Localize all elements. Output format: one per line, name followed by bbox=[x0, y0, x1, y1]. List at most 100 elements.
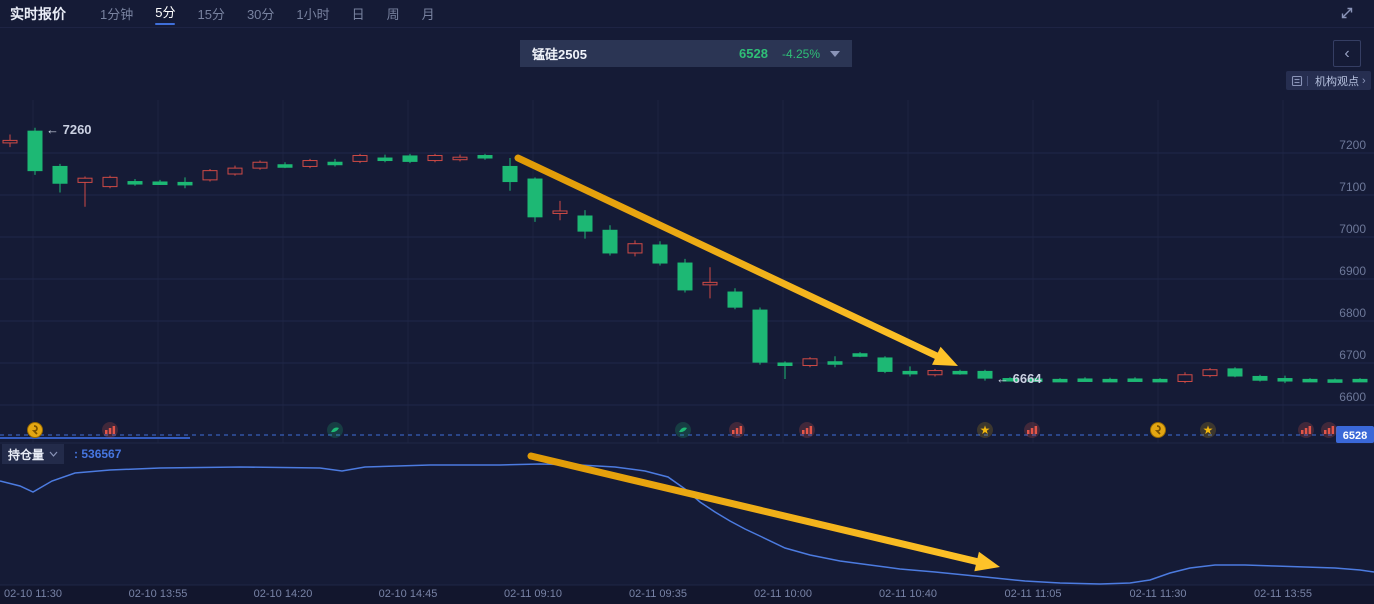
candle-body bbox=[202, 170, 218, 181]
candle-body bbox=[427, 155, 443, 162]
event-marker-leaf[interactable] bbox=[327, 422, 343, 438]
candle-body bbox=[377, 157, 393, 162]
page-title: 实时报价 bbox=[10, 5, 66, 22]
tab-1min[interactable]: 1分钟 bbox=[100, 7, 134, 22]
x-axis-label: 02-11 11:30 bbox=[1129, 588, 1186, 600]
tab-1hour[interactable]: 1小时 bbox=[296, 7, 330, 22]
x-axis-label: 02-11 09:35 bbox=[629, 588, 687, 600]
x-axis-label: 02-10 14:20 bbox=[254, 588, 313, 600]
candle-body bbox=[402, 155, 418, 162]
indicator-label: 持仓量 bbox=[8, 447, 45, 462]
x-axis-label: 02-11 09:10 bbox=[504, 588, 562, 600]
candle-body bbox=[52, 165, 68, 184]
candle-body bbox=[802, 358, 818, 367]
candle-body bbox=[1052, 378, 1068, 383]
candle-body bbox=[477, 155, 493, 159]
event-marker-coin[interactable] bbox=[27, 422, 43, 438]
x-axis-label: 02-11 10:40 bbox=[879, 588, 937, 600]
candle-body bbox=[627, 243, 643, 254]
contract-name: 锰硅2505 bbox=[532, 47, 587, 62]
event-marker-star[interactable]: ★ bbox=[977, 422, 993, 438]
candle-body bbox=[1252, 375, 1268, 381]
open-interest-header: 持仓量 : 536567 bbox=[2, 444, 121, 464]
candle-body bbox=[277, 164, 293, 168]
price-axis-label: 7100 bbox=[1339, 180, 1366, 194]
trend-arrow bbox=[514, 154, 958, 366]
event-marker-leaf[interactable] bbox=[675, 422, 691, 438]
indicator-selector[interactable]: 持仓量 bbox=[2, 444, 65, 464]
event-marker-star[interactable]: ★ bbox=[1200, 422, 1216, 438]
price-annotation: ← 7260 bbox=[46, 122, 92, 137]
candle-body bbox=[127, 181, 143, 185]
candle-body bbox=[452, 156, 468, 161]
event-marker-bars-red[interactable] bbox=[799, 422, 815, 438]
candle-body bbox=[1177, 374, 1193, 382]
price-annotation: ← 6664 bbox=[996, 371, 1042, 386]
tab-15min[interactable]: 15分 bbox=[197, 7, 225, 22]
candle-body bbox=[1027, 378, 1043, 382]
price-grid: 7200 7100 7000 6900 6800 6700 6600 bbox=[0, 138, 1374, 406]
contract-selector[interactable]: 锰硅2505 6528 -4.25% bbox=[520, 40, 852, 67]
price-axis-label: 7200 bbox=[1339, 138, 1366, 152]
institution-view-label: 机构观点 bbox=[1315, 75, 1359, 88]
candle-body bbox=[902, 370, 918, 375]
event-marker-bars-red[interactable] bbox=[1298, 422, 1314, 438]
candle-body bbox=[1302, 378, 1318, 383]
tab-5min[interactable]: 5分 bbox=[155, 2, 175, 25]
tab-week[interactable]: 周 bbox=[386, 7, 400, 22]
candle-body bbox=[877, 357, 893, 372]
candle-body bbox=[352, 155, 368, 162]
candle-body bbox=[77, 177, 93, 183]
event-marker-bars-red[interactable] bbox=[102, 422, 118, 438]
candle-body bbox=[777, 362, 793, 366]
candle-body bbox=[827, 361, 843, 365]
candle-body bbox=[1127, 378, 1143, 382]
tab-30min[interactable]: 30分 bbox=[246, 7, 275, 22]
current-price-badge: 6528 bbox=[1336, 426, 1374, 443]
chevron-down-icon bbox=[830, 50, 840, 57]
price-axis-label: 6700 bbox=[1339, 348, 1366, 362]
price-axis-label: 6800 bbox=[1339, 306, 1366, 320]
x-axis-label: 02-10 14:45 bbox=[379, 588, 438, 600]
chevron-down-icon bbox=[49, 451, 58, 457]
x-axis-label: 02-10 11:30 bbox=[4, 588, 62, 600]
candle-body bbox=[1327, 379, 1343, 383]
svg-text:★: ★ bbox=[1203, 423, 1214, 437]
candle-body bbox=[852, 353, 868, 357]
candle-body bbox=[1202, 369, 1218, 377]
open-interest-value: : 536567 bbox=[74, 447, 122, 461]
x-axis-label: 02-11 11:05 bbox=[1004, 588, 1061, 600]
event-marker-bars-red[interactable] bbox=[729, 422, 745, 438]
candle-body bbox=[327, 161, 343, 166]
candle-body bbox=[502, 165, 518, 183]
event-marker-bars-red[interactable] bbox=[1024, 422, 1040, 438]
tab-day[interactable]: 日 bbox=[351, 7, 365, 22]
expand-icon bbox=[1341, 7, 1353, 19]
candle-body bbox=[727, 291, 743, 308]
event-marker-bars-red[interactable] bbox=[1321, 422, 1337, 438]
candle-body bbox=[1102, 378, 1118, 383]
x-axis-label: 02-10 13:55 bbox=[129, 588, 188, 600]
candle-body bbox=[1077, 378, 1093, 382]
expand-button[interactable] bbox=[1338, 4, 1356, 22]
candle-body bbox=[552, 210, 568, 214]
top-toolbar: 实时报价 1分钟 5分 15分 30分 1小时 日 周 月 bbox=[0, 0, 1374, 28]
candles bbox=[2, 127, 1368, 384]
candle-body bbox=[752, 309, 768, 363]
institution-view-button[interactable]: 机构观点 › bbox=[1286, 71, 1371, 90]
svg-text:★: ★ bbox=[980, 423, 991, 437]
candle-body bbox=[677, 262, 693, 291]
event-marker-coin[interactable] bbox=[1150, 422, 1166, 438]
candle-body bbox=[302, 160, 318, 167]
collapse-panel-button[interactable]: ‹ bbox=[1333, 40, 1361, 67]
candle-body bbox=[102, 176, 118, 188]
contract-change: -4.25% bbox=[781, 46, 820, 61]
institution-icon bbox=[1291, 75, 1303, 86]
chevron-right-icon: › bbox=[1362, 74, 1366, 87]
x-axis-strip bbox=[0, 585, 1374, 604]
candle-body bbox=[152, 181, 168, 185]
x-axis-label: 02-11 10:00 bbox=[754, 588, 812, 600]
candle-body bbox=[227, 167, 243, 175]
tab-month[interactable]: 月 bbox=[421, 7, 435, 22]
candle-body bbox=[602, 229, 618, 254]
